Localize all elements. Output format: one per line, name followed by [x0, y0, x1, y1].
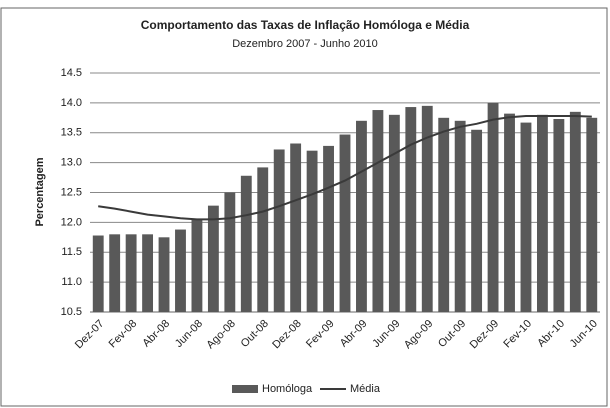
y-tick-label: 13.5: [61, 127, 82, 139]
bar: [339, 134, 351, 312]
bar: [536, 114, 548, 312]
legend-label: Homóloga: [262, 383, 313, 395]
bar: [224, 192, 236, 312]
bar: [569, 111, 581, 313]
bar: [273, 149, 285, 312]
y-tick-label: 11.5: [61, 246, 82, 258]
bar: [175, 229, 186, 312]
bar: [191, 219, 203, 312]
bar: [405, 107, 417, 313]
bar: [504, 113, 515, 312]
bar: [438, 117, 450, 312]
legend-swatch: [232, 385, 258, 393]
y-tick-label: 14.0: [61, 97, 82, 109]
bar: [92, 235, 104, 312]
legend-label: Média: [350, 383, 381, 395]
chart-frame: [0, 7, 608, 407]
bar: [240, 175, 252, 312]
y-tick-label: 10.5: [61, 306, 82, 318]
bar: [553, 119, 565, 312]
bar: [142, 234, 154, 312]
bar: [306, 150, 318, 312]
bar: [520, 122, 532, 312]
chart-subtitle: Dezembro 2007 - Junho 2010: [232, 38, 378, 50]
bar: [471, 129, 483, 312]
y-axis-label: Percentagem: [34, 157, 46, 226]
y-tick-label: 13.0: [61, 157, 82, 169]
bar: [421, 105, 433, 312]
bar: [323, 145, 334, 312]
bar: [207, 205, 219, 312]
bar: [586, 117, 598, 312]
y-tick-label: 11.0: [61, 276, 82, 288]
bar: [290, 143, 302, 312]
bar: [388, 114, 400, 312]
bar: [125, 234, 137, 312]
bar: [372, 110, 384, 312]
chart-title: Comportamento das Taxas de Inflação Homó…: [141, 18, 470, 32]
bar: [356, 120, 367, 312]
bar: [158, 237, 170, 312]
bar: [487, 102, 499, 312]
y-tick-label: 14.5: [61, 67, 82, 79]
line: [98, 115, 592, 221]
bar: [257, 167, 269, 312]
bar: [454, 120, 466, 312]
bar: [109, 234, 121, 312]
y-tick-label: 12.0: [61, 216, 82, 228]
y-tick-label: 12.5: [61, 186, 82, 198]
